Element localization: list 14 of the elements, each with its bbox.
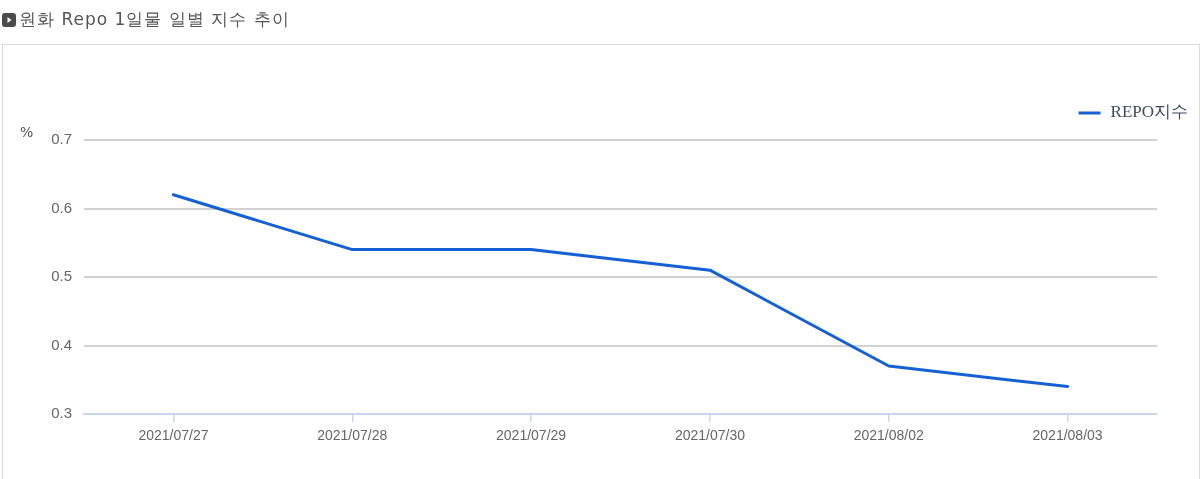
- y-axis-title: %: [20, 123, 34, 140]
- x-tick-label: 2021/07/27: [138, 427, 209, 444]
- y-tick-label: 0.7: [51, 130, 72, 148]
- x-tick-label: 2021/08/03: [1032, 427, 1103, 444]
- y-tick-label: 0.5: [51, 267, 72, 285]
- x-tick-label: 2021/07/29: [496, 427, 567, 444]
- x-tick-label: 2021/08/02: [853, 427, 924, 444]
- y-tick-label: 0.3: [51, 404, 72, 422]
- chart-title: 원화 Repo 1일물 일별 지수 추이: [19, 8, 290, 31]
- y-tick-label: 0.6: [51, 198, 72, 216]
- y-tick-label: 0.4: [51, 335, 72, 353]
- x-tick-label: 2021/07/28: [317, 427, 388, 444]
- x-tick-label: 2021/07/30: [674, 427, 746, 444]
- legend-label: REPO지수: [1110, 102, 1189, 122]
